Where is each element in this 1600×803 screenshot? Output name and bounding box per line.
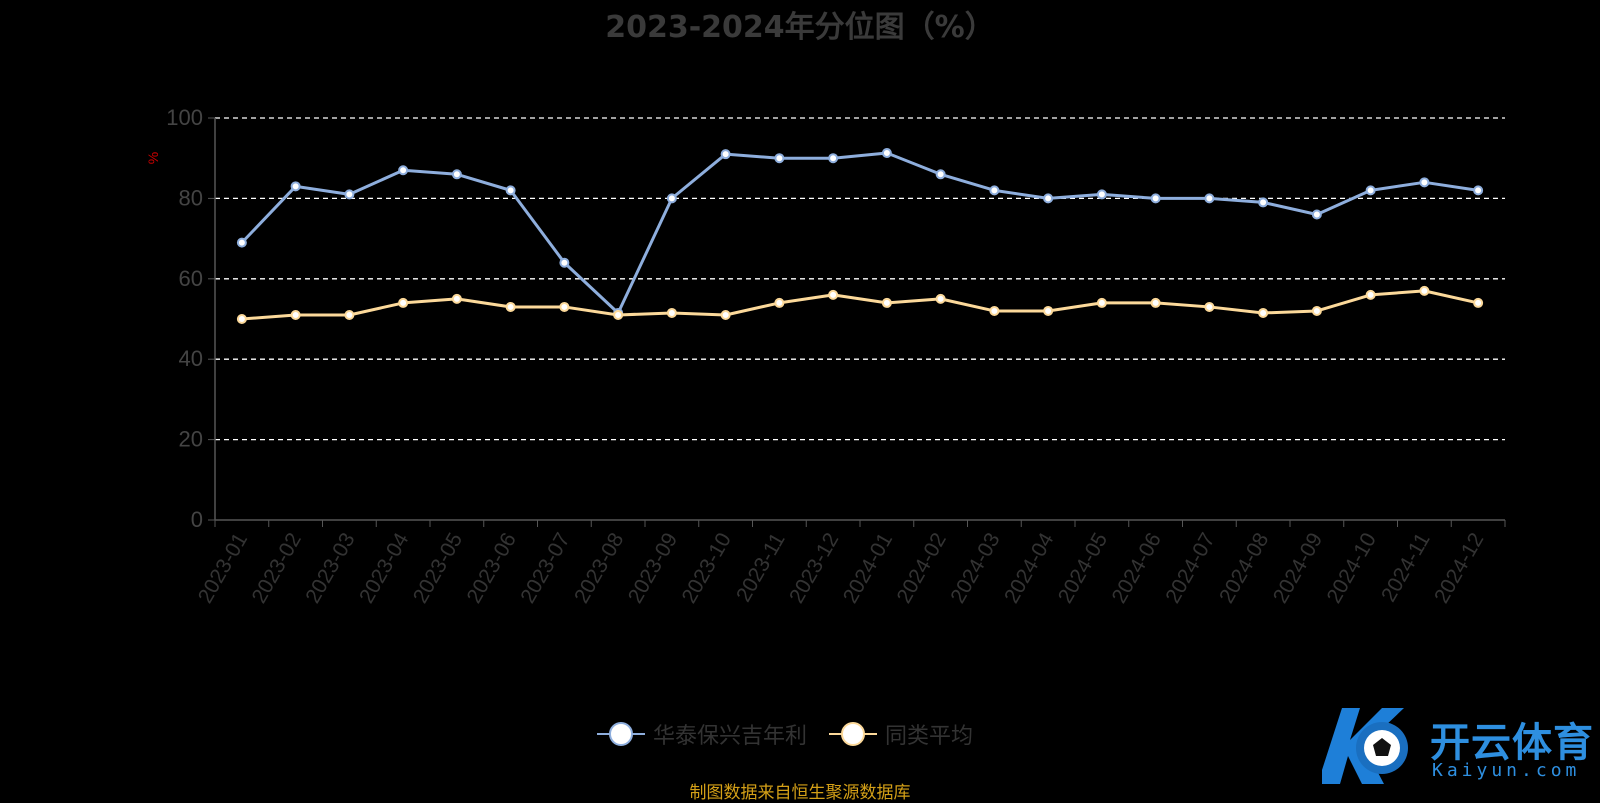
data-point-series-1-2024-06 [1150,193,1161,204]
y-tick-label-20: 20 [179,427,203,452]
x-tick-label-2024-08: 2024-08 [1215,529,1273,607]
data-point-series-1-2024-08 [1258,197,1269,208]
x-tick-label-2024-09: 2024-09 [1269,529,1327,607]
data-point-series-1-2024-12 [1473,185,1484,196]
x-tick-label-2024-04: 2024-04 [1000,529,1059,608]
x-tick-label-2024-03: 2024-03 [946,529,1004,607]
grid-layer [215,117,1505,441]
x-tick-label-2024-11: 2024-11 [1377,529,1435,606]
x-tick-label-2024-02: 2024-02 [892,529,950,607]
data-point-series-2-2023-07 [559,301,570,312]
data-point-series-1-2024-11 [1419,177,1430,188]
series-line-2 [241,289,1479,321]
x-tick-label-2023-05: 2023-05 [409,529,467,607]
data-point-series-2-2024-11 [1419,285,1430,296]
x-tick-label-2024-12: 2024-12 [1430,529,1488,607]
x-tick-label-2024-01: 2024-01 [839,529,897,607]
x-tick-label-2024-07: 2024-07 [1161,529,1219,607]
series-line-1 [240,151,1479,315]
data-point-series-2-2023-05 [451,293,462,304]
x-tick-label-2024-10: 2024-10 [1322,529,1380,607]
data-point-series-2-2023-09 [666,307,677,318]
data-point-series-1-2023-06 [505,185,516,196]
x-tick-label-2023-02: 2023-02 [247,529,305,607]
x-tick-label-2024-06: 2024-06 [1107,529,1165,607]
data-point-series-1-2023-03 [344,189,355,200]
legend-label-series-2: 同类平均 [885,724,974,749]
data-point-series-2-2023-01 [236,314,247,324]
legend-label-series-1: 华泰保兴吉年利 [652,724,807,749]
x-tick-label-2023-08: 2023-08 [570,529,628,607]
data-point-series-2-2023-12 [828,289,839,300]
data-point-series-2-2023-11 [774,297,785,308]
series-layer [236,147,1484,324]
y-tick-label-60: 60 [179,266,203,291]
legend: 华泰保兴吉年利 同类平均 [0,718,1585,750]
data-point-series-1-2023-02 [290,181,301,192]
data-point-series-1-2024-07 [1204,193,1215,204]
x-tick-label-2023-12: 2023-12 [785,529,843,607]
legend-marker-series-2 [841,722,865,746]
x-tick-label-2023-04: 2023-04 [355,529,414,608]
x-tick-label-2024-05: 2024-05 [1054,529,1112,607]
x-tick-label-2023-09: 2023-09 [624,529,682,607]
y-tick-label-100: 100 [166,105,203,130]
data-point-series-2-2024-01 [881,297,892,308]
x-tick-label-2023-03: 2023-03 [301,529,359,607]
data-point-series-1-2023-11 [774,153,785,164]
data-point-series-2-2023-04 [398,297,409,308]
data-point-series-1-2023-05 [451,169,462,180]
data-point-series-2-2024-05 [1096,297,1107,308]
data-point-series-1-2024-04 [1043,193,1054,204]
data-point-series-1-2024-09 [1311,209,1322,220]
data-point-series-1-2024-10 [1365,185,1376,196]
legend-swatch-series-2 [829,722,877,746]
legend-item-series-2[interactable]: 同类平均 [829,718,973,750]
data-point-series-1-2023-09 [666,193,677,204]
data-point-series-2-2023-03 [344,309,355,320]
y-tick-label-40: 40 [179,346,203,371]
data-point-series-2-2023-08 [613,309,624,320]
data-point-series-2-2024-10 [1365,289,1376,300]
data-point-series-2-2023-06 [505,301,516,312]
x-tick-label-2023-11: 2023-11 [732,529,790,606]
data-point-series-1-2023-10 [720,149,731,160]
logo-subtitle: Kaiyun.com [1432,760,1581,781]
x-tick-label-2023-06: 2023-06 [462,529,520,607]
data-point-series-2-2024-02 [935,293,946,304]
data-point-series-2-2023-02 [290,309,301,320]
chart-title: 2023-2024年分位图（%） [605,10,995,45]
data-point-series-2-2024-03 [989,305,1000,316]
logo-text: 开云体育 [1430,720,1594,766]
y-tick-label-0: 0 [191,507,203,532]
line-chart: 020406080100%2023-012023-022023-032023-0… [145,105,1506,608]
source-note: 制图数据来自恒生聚源数据库 [689,783,911,803]
data-point-series-1-2024-01 [881,147,892,158]
kaiyun-logo-icon [1322,708,1408,784]
y-axis-label: % [145,152,161,164]
x-tick-label-2023-07: 2023-07 [516,529,574,607]
data-point-series-1-2024-05 [1096,189,1107,200]
data-point-series-1-2023-04 [398,165,409,176]
data-point-series-1-2024-03 [989,185,1000,196]
data-point-series-2-2023-10 [720,309,731,320]
data-point-series-1-2024-02 [935,169,946,180]
data-point-series-2-2024-08 [1258,307,1269,318]
data-point-series-1-2023-01 [236,237,247,248]
legend-marker-series-1 [608,722,633,746]
legend-swatch-series-1 [596,722,645,746]
data-point-series-2-2024-04 [1043,305,1054,316]
data-point-series-1-2023-07 [559,257,570,268]
x-tick-label-2023-10: 2023-10 [677,529,735,607]
data-point-series-1-2023-12 [828,153,839,164]
data-point-series-2-2024-09 [1311,305,1322,316]
legend-item-series-1[interactable]: 华泰保兴吉年利 [596,718,807,750]
y-tick-label-80: 80 [179,185,203,210]
x-tick-label-2023-01: 2023-01 [194,529,252,607]
data-point-series-2-2024-07 [1204,301,1215,312]
data-point-series-2-2024-06 [1150,297,1161,308]
axis-layer: 020406080100%2023-012023-022023-032023-0… [145,105,1506,608]
data-point-series-2-2024-12 [1473,297,1484,308]
